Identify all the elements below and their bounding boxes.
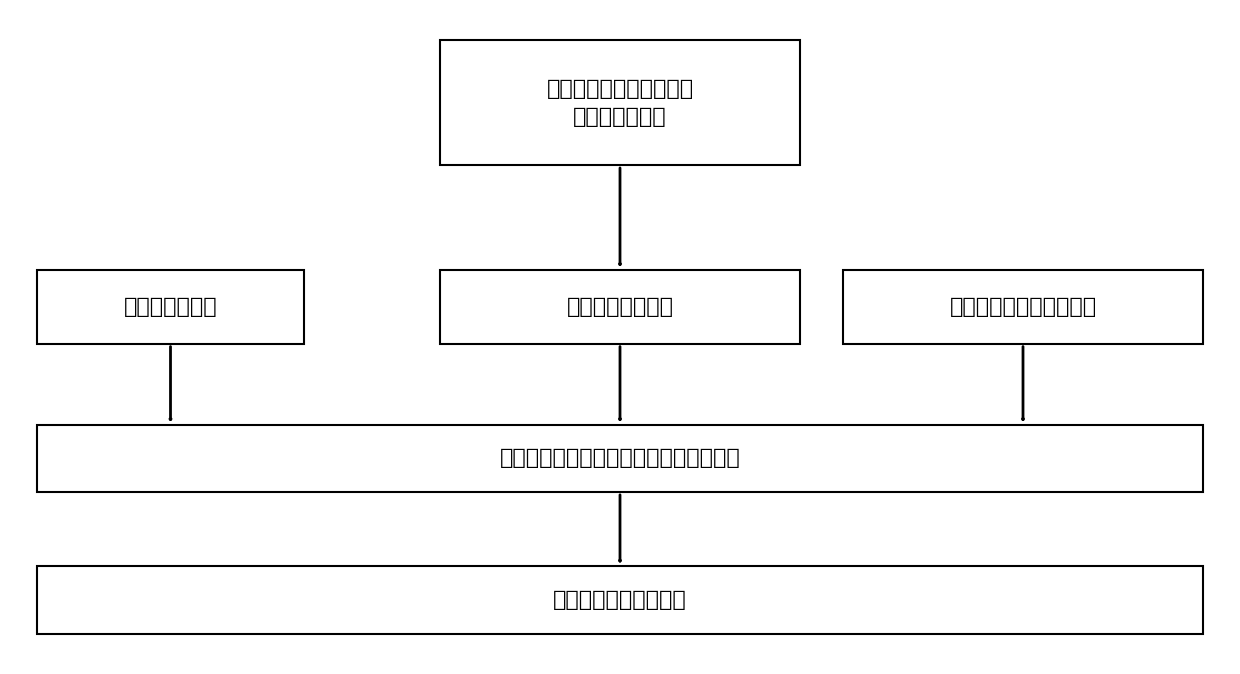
Bar: [37, 270, 304, 344]
Text: 放射性雨水的模拟沉降: 放射性雨水的模拟沉降: [553, 590, 687, 610]
Bar: [440, 40, 800, 165]
Text: 雨水中核素种类及放射性
活度浓度的确定: 雨水中核素种类及放射性 活度浓度的确定: [547, 79, 693, 127]
Text: 放射性雨水的配置: 放射性雨水的配置: [567, 297, 673, 317]
Text: 实验植物的选择: 实验植物的选择: [124, 297, 217, 317]
Text: 气候室内光照强度、温湿度等参数的控制: 气候室内光照强度、温湿度等参数的控制: [500, 448, 740, 468]
Bar: [440, 270, 800, 344]
Text: 降雨量、降雨强度的确定: 降雨量、降雨强度的确定: [950, 297, 1096, 317]
Bar: [843, 270, 1203, 344]
Bar: [37, 566, 1203, 634]
Bar: [37, 425, 1203, 492]
